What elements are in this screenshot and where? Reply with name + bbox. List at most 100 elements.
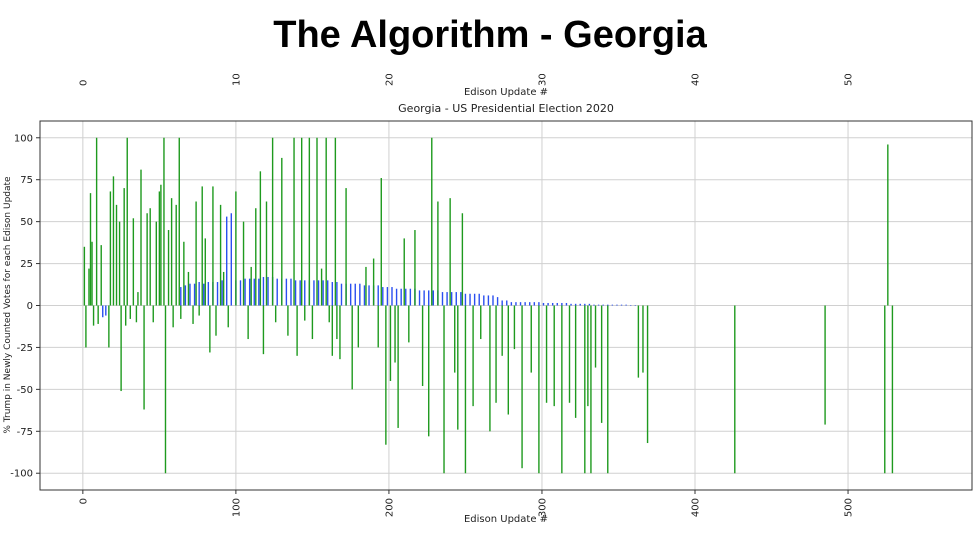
bar [287,305,289,336]
bar [449,198,451,306]
bar [198,282,200,306]
bar [248,278,251,306]
bar [285,278,288,306]
x-axis-label: Edison Update # [464,514,548,525]
bar [328,305,330,323]
bar [588,303,591,306]
bar [125,305,127,326]
bar [155,221,158,306]
bar [198,305,200,316]
bar [480,305,482,340]
bar [492,295,494,306]
bar [105,305,107,316]
bar [408,305,410,343]
bar [397,305,399,428]
bar [382,287,384,306]
bar [357,305,360,348]
bar [368,285,370,306]
bar [97,305,99,324]
bar [340,283,343,306]
chart-title: Georgia - US Presidential Election 2020 [398,102,614,115]
bar [85,305,87,348]
bar [565,302,568,306]
bar [593,304,595,306]
bar [336,305,338,340]
bar [501,300,503,306]
slide-title: The Algorithm - Georgia [273,14,707,56]
bar [568,305,571,403]
bar [450,292,453,306]
top-tick-group: 400 [691,74,702,86]
bar [409,288,412,306]
bar [469,293,471,306]
bar [634,304,637,306]
bar [513,305,516,350]
bar [215,305,217,336]
bar [400,288,402,306]
bar [216,282,219,306]
bar [389,305,392,381]
bar [734,305,736,474]
bar [304,280,306,306]
bar [884,305,886,474]
y-tick-label: 100 [14,133,33,144]
bar [545,305,548,403]
bar [311,305,314,340]
bar [421,305,424,387]
bar [313,280,315,306]
bar [349,283,352,306]
bar [258,278,260,306]
bar [203,283,205,306]
bar [579,303,581,306]
bar [372,258,375,306]
bar [339,305,341,360]
bar [530,305,532,373]
top-x-tick-label: 300 [537,67,548,86]
bar [553,305,555,407]
bar [501,305,503,356]
bar [521,305,523,469]
bar [195,201,197,306]
bar [489,305,491,432]
bar [507,305,509,415]
bar [345,188,347,306]
bar [630,304,632,306]
bar [538,305,540,474]
bar [519,302,522,306]
bar [299,280,301,306]
bar [824,305,826,425]
bar [556,302,558,306]
bar [242,221,245,306]
bar [120,305,122,392]
bar [584,305,586,474]
bar [646,305,649,444]
bar [267,276,269,306]
bar [88,268,90,306]
bar [432,290,435,306]
bar [570,303,572,306]
bar [607,305,609,474]
bar [464,293,467,306]
x-tick-label: 0 [78,498,89,504]
bar [428,290,430,306]
bar [209,305,211,353]
bar [255,208,257,306]
top-tick-group: 500 [844,74,855,86]
bar [143,305,145,410]
bar [533,302,536,306]
x-tick-label: 200 [384,498,395,517]
bar [510,302,513,306]
bar [201,186,203,306]
bar [496,297,499,306]
bar [354,283,356,306]
bar [524,302,526,306]
y-tick-label: -50 [17,385,33,396]
bar [441,292,444,306]
bar [132,218,135,306]
bar [403,238,405,306]
x-tick-label: 500 [844,498,855,517]
bar [443,305,445,474]
bar [137,292,139,306]
top-tick-group: 0 [78,80,89,86]
bar [239,280,242,306]
